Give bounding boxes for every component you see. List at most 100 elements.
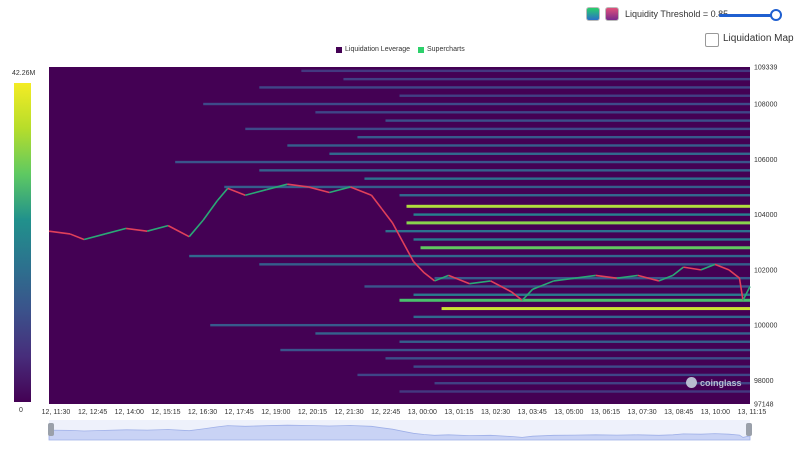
price-segment (728, 269, 740, 279)
y-tick-label: 98000 (754, 378, 774, 385)
x-tick-label: 13, 03:45 (518, 409, 547, 416)
x-tick-label: 13, 00:00 (408, 409, 437, 416)
price-segment (658, 274, 674, 282)
price-segment (595, 274, 617, 279)
price-segment (532, 280, 555, 290)
x-tick-label: 12, 11:30 (42, 409, 71, 416)
liquidity-band (245, 127, 750, 131)
liquidity-band (175, 160, 750, 164)
legend-label-supercharts: Supercharts (427, 46, 465, 53)
price-segment (188, 219, 204, 238)
colorbar-max-label: 42.26M (12, 70, 36, 77)
watermark-text: coinglass (700, 377, 742, 388)
x-tick-label: 12, 16:30 (188, 409, 217, 416)
liquidity-band (434, 382, 750, 385)
price-segment (350, 186, 372, 196)
price-segment (412, 261, 425, 274)
navigator-left-handle[interactable] (48, 423, 54, 436)
legend-item-liquidation-leverage[interactable]: Liquidation Leverage (336, 46, 410, 53)
price-segment (69, 233, 85, 241)
price-segment (329, 186, 351, 194)
y-axis-ticks: 109339 108000 106000 104000 102000 100000 9800… (754, 65, 777, 409)
x-tick-label: 13, 01:15 (444, 409, 473, 416)
liquidity-band (203, 102, 751, 106)
price-segment (48, 230, 71, 235)
x-tick-label: 13, 05:00 (554, 409, 583, 416)
liquidity-band (406, 204, 750, 208)
x-tick-label: 13, 06:15 (591, 409, 620, 416)
liquidity-band (413, 238, 750, 241)
liquidity-band (259, 169, 750, 172)
liquidity-band (413, 315, 750, 319)
price-segment (287, 183, 309, 188)
liquidity-band (315, 111, 750, 114)
liquidity-band (364, 285, 750, 288)
x-tick-label: 12, 15:15 (151, 409, 180, 416)
liquidity-band (406, 221, 750, 225)
x-tick-label: 12, 12:45 (78, 409, 107, 416)
price-segment (700, 263, 716, 271)
price-segment (370, 194, 383, 210)
price-segment (714, 263, 730, 271)
liquidity-band (343, 77, 750, 81)
liquidity-band (385, 229, 750, 233)
x-tick-label: 13, 08:45 (664, 409, 693, 416)
liquidity-band (420, 246, 750, 250)
liquidity-band (259, 263, 750, 266)
coinglass-watermark: coinglass (686, 377, 742, 388)
x-tick-label: 12, 20:15 (298, 409, 327, 416)
legend-swatch-liquidation-leverage (336, 46, 342, 53)
y-tick-label: 106000 (754, 157, 777, 164)
liquidity-band (413, 293, 750, 296)
price-segment (216, 187, 229, 202)
x-tick-label: 13, 10:00 (701, 409, 730, 416)
price-segment (742, 286, 751, 301)
coinglass-logo-icon (686, 377, 697, 388)
price-segment (683, 266, 702, 271)
price-segment (104, 227, 127, 235)
liquidity-band (399, 194, 750, 197)
y-tick-label: 102000 (754, 267, 777, 274)
price-segment (423, 272, 436, 282)
liquidity-band (357, 373, 750, 377)
price-segment (553, 277, 575, 282)
price-segment (402, 241, 415, 262)
price-segment (167, 224, 190, 238)
price-segment (672, 266, 684, 277)
price-segment (381, 208, 394, 224)
colorbar (14, 83, 31, 402)
liquidity-band (441, 307, 750, 311)
liquidity-band (434, 276, 750, 280)
red-color-scheme-button[interactable] (605, 7, 619, 21)
legend-label-liquidation-leverage: Liquidation Leverage (345, 46, 410, 53)
price-segment (616, 274, 638, 279)
liquidity-threshold-slider[interactable] (719, 14, 777, 17)
price-segment (469, 280, 491, 285)
liquidity-band (385, 357, 750, 360)
price-segment (434, 274, 449, 282)
price-segment (448, 274, 470, 285)
green-color-scheme-button[interactable] (586, 7, 600, 21)
liquidity-band (399, 390, 750, 393)
y-tick-label: 97148 (754, 402, 774, 409)
liquidity-band (259, 86, 750, 89)
liquidity-band (399, 298, 750, 302)
navigator-right-handle[interactable] (746, 423, 752, 436)
liquidation-map-checkbox[interactable] (705, 33, 719, 47)
liquidity-band (189, 254, 750, 258)
liquidity-band (287, 144, 750, 147)
liquidity-band (385, 119, 750, 122)
price-segment (391, 222, 404, 243)
x-tick-label: 12, 14:00 (115, 409, 144, 416)
slider-handle[interactable] (770, 9, 782, 21)
legend-swatch-supercharts (418, 46, 424, 53)
navigator-series-area (48, 424, 751, 441)
legend-item-supercharts[interactable]: Supercharts (418, 46, 465, 53)
price-segment (574, 274, 596, 279)
liquidity-band (280, 348, 750, 352)
liquidity-band (357, 135, 750, 139)
liquidity-band (413, 365, 750, 368)
x-axis-ticks: 12, 11:30 12, 12:45 12, 14:00 12, 15:15 12, … (42, 409, 767, 416)
price-segment (308, 186, 330, 194)
